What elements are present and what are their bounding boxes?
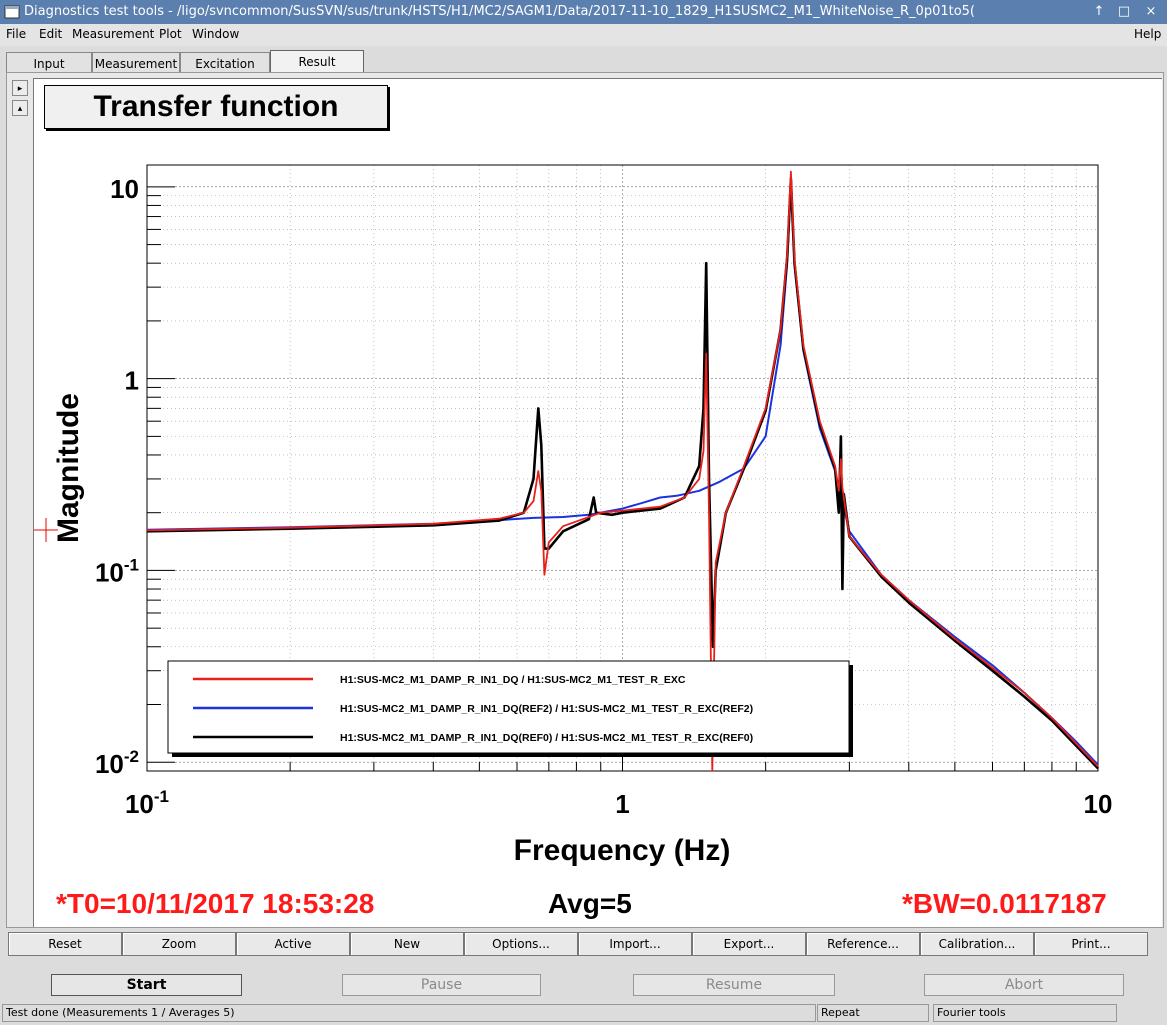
status-mode: Repeat — [817, 1004, 929, 1022]
reference-button[interactable]: Reference... — [806, 932, 920, 956]
tick-labels: 10-1 1 10 10-2 10-1 1 10 — [95, 174, 1113, 819]
shade-window-icon[interactable]: ↑ — [1093, 4, 1105, 19]
import-button[interactable]: Import... — [578, 932, 692, 956]
collapse-up-icon[interactable]: ▴ — [12, 100, 28, 116]
tab-measurement[interactable]: Measurement — [92, 52, 180, 72]
export-button[interactable]: Export... — [692, 932, 806, 956]
status-bar: Test done (Measurements 1 / Averages 5) … — [0, 1003, 1167, 1025]
y-tick-label: 10-1 — [95, 555, 139, 587]
print-button[interactable]: Print... — [1034, 932, 1148, 956]
menu-measurement[interactable]: Measurement — [72, 27, 155, 41]
y-tick-label: 10 — [110, 174, 139, 204]
legend-entry-label: H1:SUS-MC2_M1_DAMP_R_IN1_DQ(REF2) / H1:S… — [340, 703, 753, 715]
plot-canvas[interactable] — [33, 78, 1162, 927]
transfer-function-chart[interactable]: 10-1 1 10 10-2 10-1 1 10 Frequency (Hz) Magnit… — [0, 0, 1167, 930]
bw-label: *BW=0.0117187 — [902, 888, 1107, 919]
menu-edit[interactable]: Edit — [39, 27, 63, 41]
menu-file[interactable]: File — [6, 27, 27, 41]
plot-button-row: Reset Zoom Active New Options... Import.… — [8, 932, 1148, 956]
resume-button[interactable]: Resume — [633, 974, 835, 996]
legend-entry-label: H1:SUS-MC2_M1_DAMP_R_IN1_DQ(REF0) / H1:S… — [340, 732, 753, 744]
new-button[interactable]: New — [350, 932, 464, 956]
expand-right-icon[interactable]: ▸ — [12, 80, 28, 96]
y-tick-label: 10-2 — [95, 747, 139, 779]
y-tick-label: 1 — [125, 366, 139, 396]
title-bar: Diagnostics test tools - /ligo/svncommon… — [0, 0, 1167, 24]
status-tool: Fourier tools — [933, 1004, 1117, 1022]
menu-plot[interactable]: Plot — [159, 27, 182, 41]
series-line-0 — [146, 170, 1099, 772]
close-window-icon[interactable]: × — [1145, 4, 1157, 19]
series-line-1 — [146, 181, 1099, 766]
pause-button[interactable]: Pause — [342, 974, 541, 996]
cursor-crosshair-icon — [34, 518, 58, 542]
tab-result[interactable]: Result — [270, 50, 364, 72]
tab-excitation[interactable]: Excitation — [180, 52, 270, 72]
y-axis-label: Magnitude — [52, 393, 85, 543]
window-title: Diagnostics test tools - /ligo/svncommon… — [24, 4, 976, 19]
maximize-window-icon[interactable]: □ — [1117, 4, 1131, 19]
menu-help[interactable]: Help — [1134, 27, 1162, 41]
series-lines — [146, 170, 1099, 772]
active-button[interactable]: Active — [236, 932, 350, 956]
chart-grid — [146, 165, 1098, 772]
calibration-button[interactable]: Calibration... — [920, 932, 1034, 956]
zoom-button[interactable]: Zoom — [122, 932, 236, 956]
options-button[interactable]: Options... — [464, 932, 578, 956]
status-message: Test done (Measurements 1 / Averages 5) — [2, 1004, 816, 1022]
menu-bar: File Edit Measurement Plot Window Help — [0, 24, 1167, 46]
axis-ticks — [146, 186, 1077, 772]
x-tick-label: 10-1 — [125, 787, 169, 819]
app-icon — [4, 5, 20, 19]
legend-entry-label: H1:SUS-MC2_M1_DAMP_R_IN1_DQ / H1:SUS-MC2… — [340, 674, 686, 686]
x-tick-label: 1 — [615, 789, 629, 819]
x-axis-label: Frequency (Hz) — [514, 834, 731, 867]
abort-button[interactable]: Abort — [924, 974, 1124, 996]
x-tick-label: 10 — [1084, 789, 1113, 819]
reset-button[interactable]: Reset — [8, 932, 122, 956]
tab-input[interactable]: Input — [6, 52, 92, 72]
legend-box: H1:SUS-MC2_M1_DAMP_R_IN1_DQ / H1:SUS-MC2… — [167, 660, 853, 757]
start-button[interactable]: Start — [51, 974, 242, 996]
plot-title: Transfer function — [44, 85, 388, 129]
avg-label: Avg=5 — [548, 888, 632, 919]
menu-window[interactable]: Window — [192, 27, 240, 41]
t0-label: *T0=10/11/2017 18:53:28 — [56, 888, 375, 919]
